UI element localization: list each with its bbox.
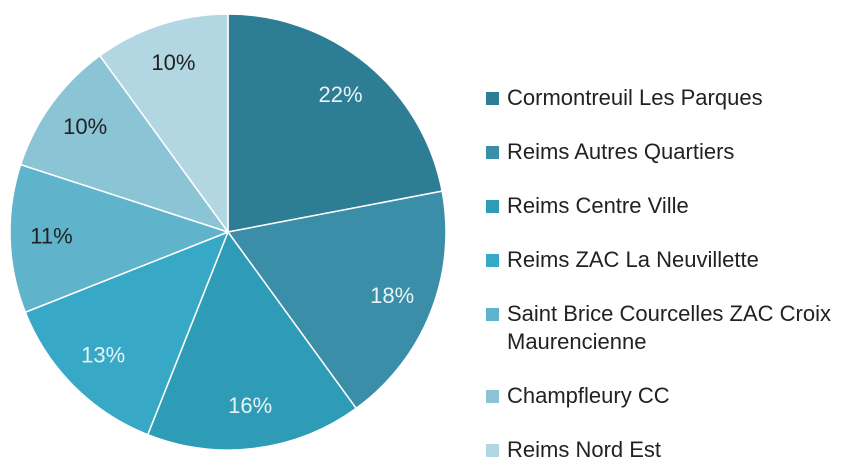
legend-swatch <box>486 254 499 267</box>
legend-swatch <box>486 390 499 403</box>
legend-item: Reims Nord Est <box>486 436 841 464</box>
legend-label: Reims Nord Est <box>507 437 662 462</box>
legend-label: Reims Centre Ville <box>507 193 689 218</box>
legend-swatch <box>486 200 499 213</box>
legend-label: Reims ZAC La Neuvillette <box>507 247 759 272</box>
legend-swatch <box>486 444 499 457</box>
pie: 22% 18% 16% 13% 11% 10% 10% <box>9 13 447 451</box>
legend-swatch <box>486 146 499 159</box>
legend-swatch <box>486 92 499 105</box>
legend-label: Saint Brice Courcelles ZAC Croix Maurenc… <box>507 301 831 354</box>
legend-item: Reims Centre Ville <box>486 192 841 220</box>
slice-label: 10% <box>151 50 195 75</box>
legend-item: Champfleury CC <box>486 382 841 410</box>
legend-item: Reims ZAC La Neuvillette <box>486 246 841 274</box>
slice <box>146 230 358 451</box>
slice <box>226 190 447 410</box>
slice <box>227 13 444 233</box>
legend-item: Cormontreuil Les Parques <box>486 84 841 112</box>
slice <box>24 230 230 436</box>
legend: Cormontreuil Les Parques Reims Autres Qua… <box>486 84 841 464</box>
slice <box>19 54 230 234</box>
slice <box>9 163 231 314</box>
slice-label: 13% <box>81 343 125 368</box>
legend-label: Cormontreuil Les Parques <box>507 85 763 110</box>
slice-label: 22% <box>319 82 363 107</box>
legend-item: Reims Autres Quartiers <box>486 138 841 166</box>
slice-label: 11% <box>30 223 72 248</box>
legend-swatch <box>486 308 499 321</box>
slice-label: 10% <box>63 114 107 139</box>
legend-label: Reims Autres Quartiers <box>507 139 735 164</box>
slice-label: 18% <box>370 283 414 308</box>
slice-label: 16% <box>228 393 272 418</box>
legend-item: Saint Brice Courcelles ZAC Croix Maurenc… <box>486 300 841 356</box>
legend-label: Champfleury CC <box>507 383 670 408</box>
slice <box>98 13 229 235</box>
